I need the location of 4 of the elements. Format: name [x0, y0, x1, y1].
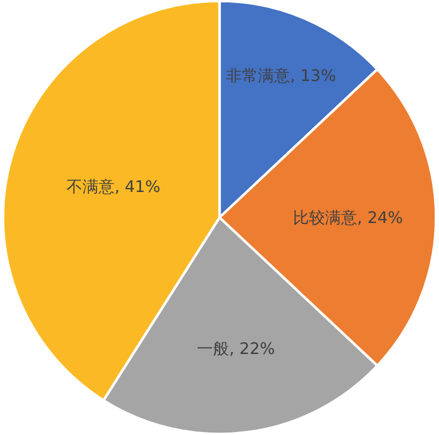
slice-label: 不满意, 41% [66, 177, 160, 196]
slice-label: 非常满意, 13% [226, 66, 336, 85]
slice-label: 一般, 22% [197, 339, 275, 358]
slice-label: 比较满意, 24% [293, 208, 403, 227]
